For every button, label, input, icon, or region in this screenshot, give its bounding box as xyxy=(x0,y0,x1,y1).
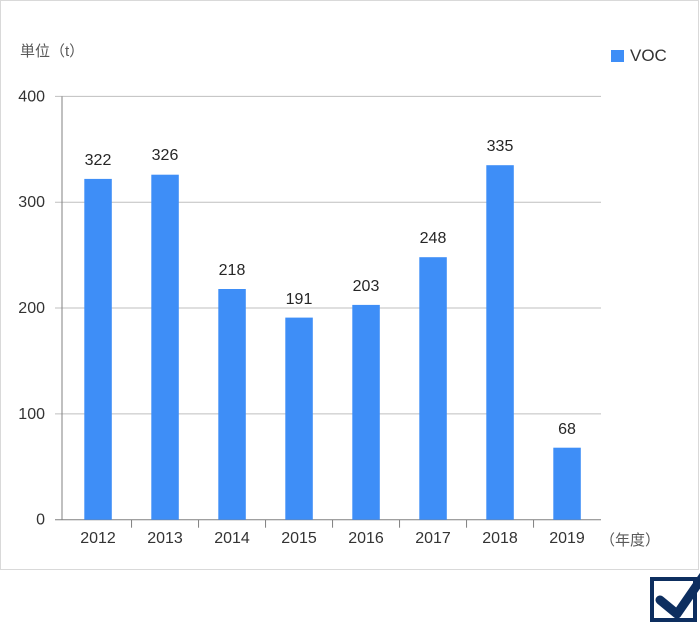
svg-text:2017: 2017 xyxy=(415,530,451,547)
svg-text:326: 326 xyxy=(152,147,179,164)
svg-text:2018: 2018 xyxy=(482,530,518,547)
svg-text:0: 0 xyxy=(36,512,45,529)
svg-text:単位（t）: 単位（t） xyxy=(20,43,84,60)
svg-text:322: 322 xyxy=(85,152,112,169)
svg-text:400: 400 xyxy=(18,88,45,105)
svg-text:100: 100 xyxy=(18,406,45,423)
svg-text:（年度）: （年度） xyxy=(600,532,660,549)
svg-text:200: 200 xyxy=(18,300,45,317)
svg-text:68: 68 xyxy=(558,421,576,438)
svg-text:203: 203 xyxy=(353,278,380,295)
svg-text:2015: 2015 xyxy=(281,530,317,547)
svg-text:218: 218 xyxy=(219,262,246,279)
svg-text:248: 248 xyxy=(420,230,447,247)
svg-text:2012: 2012 xyxy=(80,530,116,547)
svg-text:300: 300 xyxy=(18,194,45,211)
svg-text:VOC: VOC xyxy=(630,46,667,65)
svg-text:335: 335 xyxy=(487,138,514,155)
svg-text:2014: 2014 xyxy=(214,530,250,547)
svg-text:2019: 2019 xyxy=(549,530,585,547)
svg-text:2016: 2016 xyxy=(348,530,384,547)
svg-text:191: 191 xyxy=(286,291,313,308)
svg-text:2013: 2013 xyxy=(147,530,183,547)
